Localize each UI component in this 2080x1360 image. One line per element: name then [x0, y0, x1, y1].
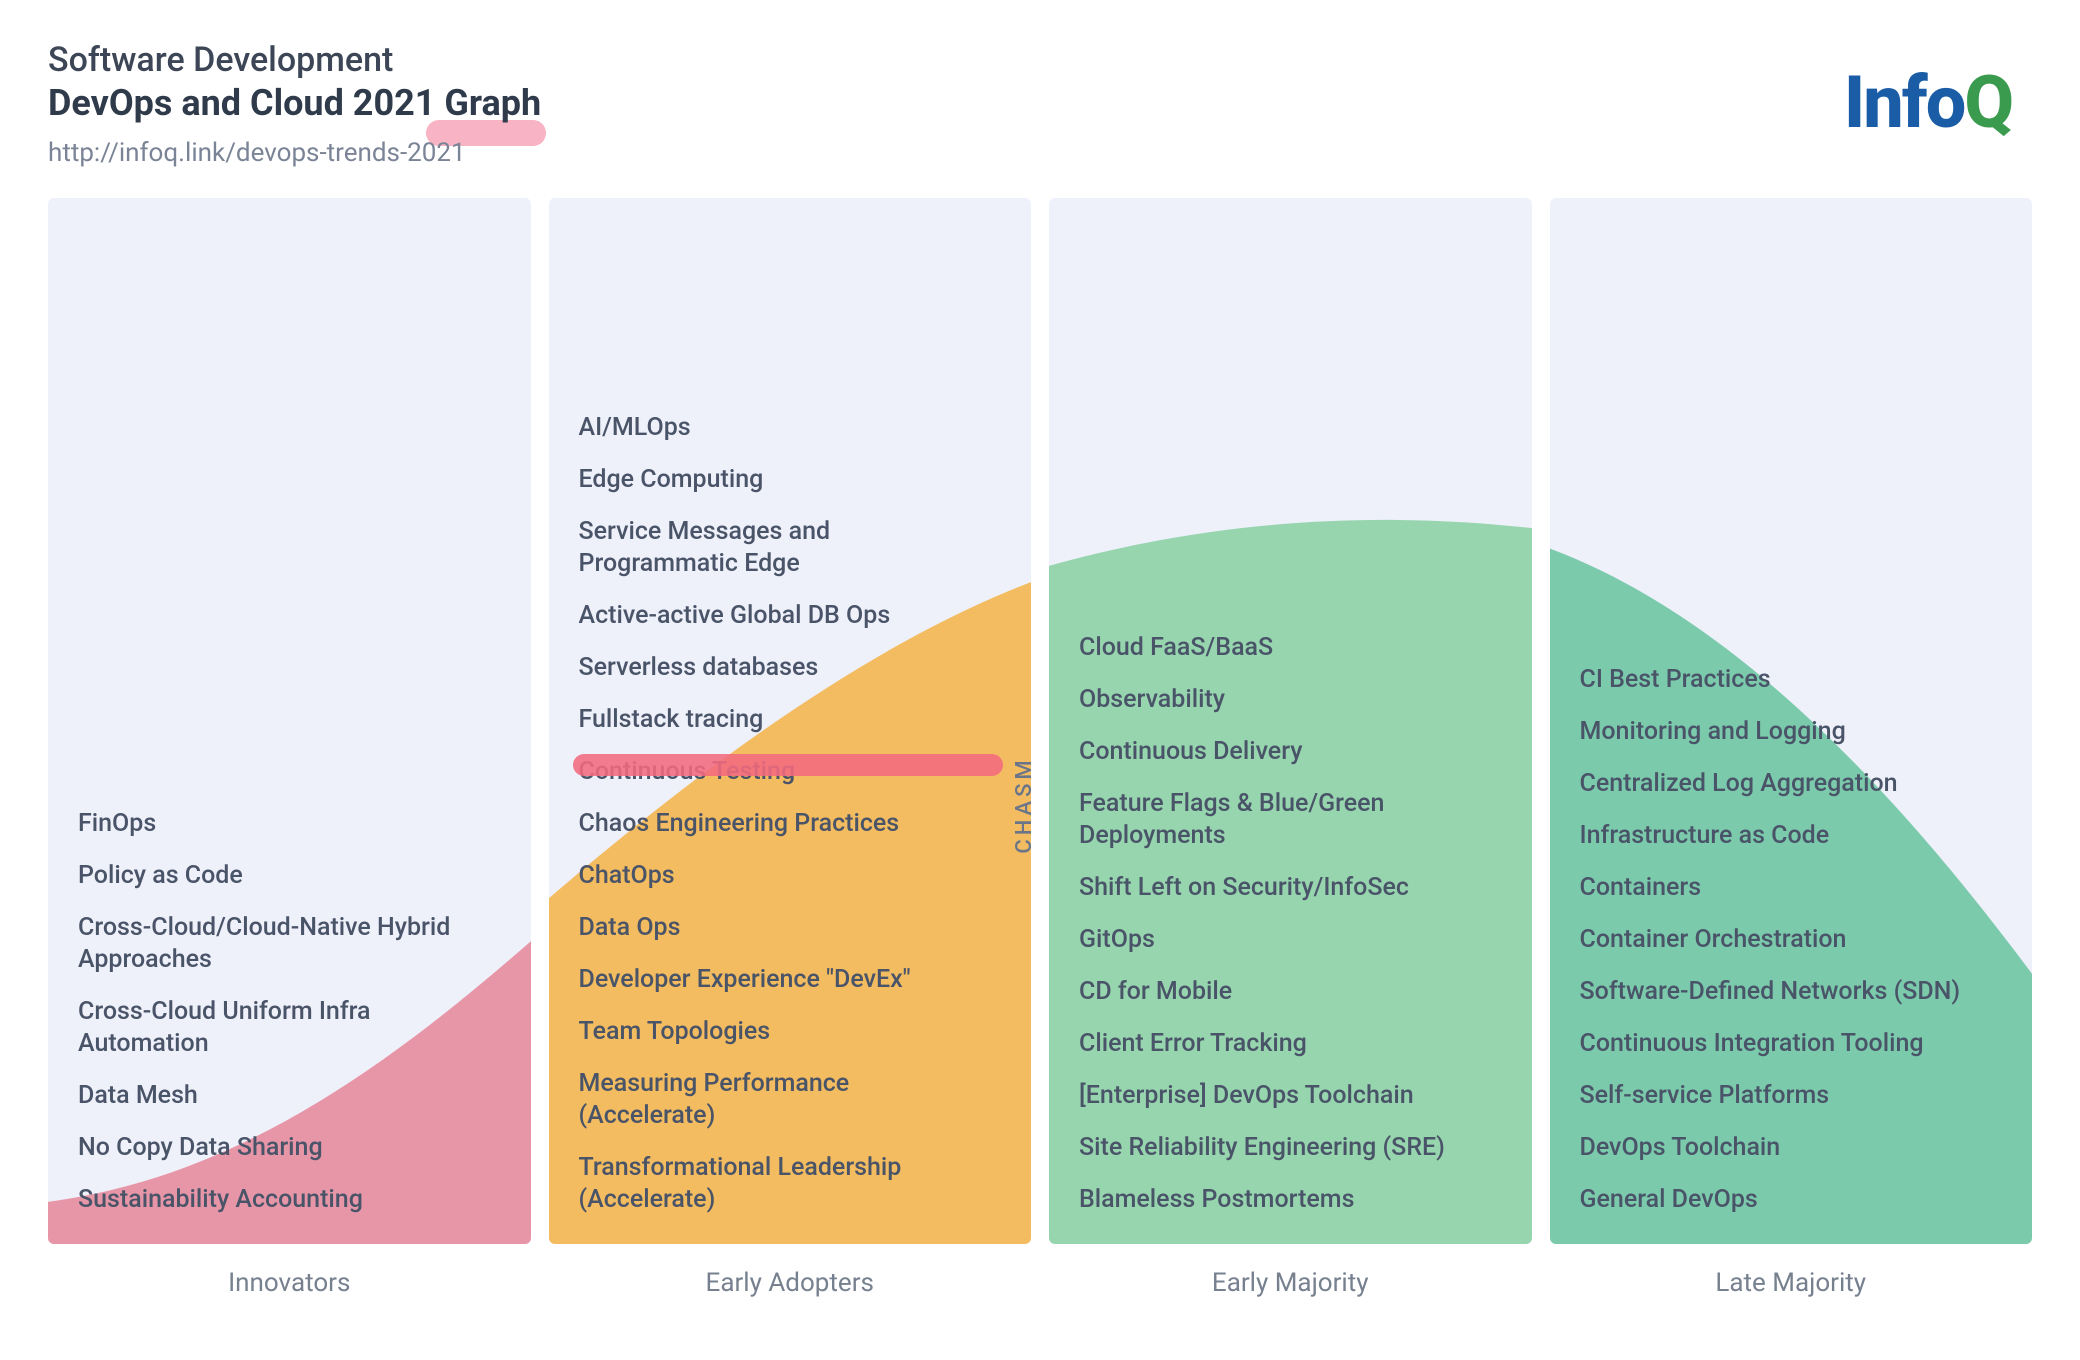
list-item: Policy as Code — [78, 860, 479, 892]
panel: Cloud FaaS/BaaS Observability Continuous D… — [1049, 198, 1532, 1244]
list-item: No Copy Data Sharing — [78, 1132, 479, 1164]
list-item: Blameless Postmortems — [1079, 1184, 1480, 1216]
list-item: Data Ops — [579, 912, 980, 944]
list-item: Observability — [1079, 684, 1480, 716]
list-item: Self-service Platforms — [1580, 1080, 1981, 1112]
item-list: CI Best Practices Monitoring and Logging C… — [1580, 664, 2003, 1216]
panel: AI/MLOps Edge Computing Service Messages a… — [549, 198, 1032, 1244]
list-item: CI Best Practices — [1580, 664, 1981, 696]
adoption-chart: FinOps Policy as Code Cross-Cloud/Cloud-Na… — [48, 198, 2032, 1298]
source-link[interactable]: http://infoq.link/devops-trends-2021 — [48, 138, 541, 168]
list-item: [Enterprise] DevOps Toolchain — [1079, 1080, 1480, 1112]
list-item: Centralized Log Aggregation — [1580, 768, 1981, 800]
infoq-logo: InfoQ — [1844, 60, 2012, 145]
list-item: FinOps — [78, 808, 479, 840]
header-left: Software Development DevOps and Cloud 20… — [48, 40, 541, 168]
column-label: Innovators — [48, 1244, 531, 1298]
column-label: Early Adopters — [549, 1244, 1032, 1298]
list-item: Team Topologies — [579, 1016, 980, 1048]
page-title: DevOps and Cloud 2021 Graph — [48, 82, 541, 124]
item-list: FinOps Policy as Code Cross-Cloud/Cloud-Na… — [78, 808, 501, 1216]
list-item: General DevOps — [1580, 1184, 1981, 1216]
column-early-majority: Cloud FaaS/BaaS Observability Continuous D… — [1049, 198, 1532, 1298]
list-item: Container Orchestration — [1580, 924, 1981, 956]
chasm-label: CHASM — [1012, 756, 1031, 853]
list-item: CD for Mobile — [1079, 976, 1480, 1008]
list-item: Active-active Global DB Ops — [579, 600, 980, 632]
list-item: Site Reliability Engineering (SRE) — [1079, 1132, 1480, 1164]
list-item: Cloud FaaS/BaaS — [1079, 632, 1480, 664]
column-innovators: FinOps Policy as Code Cross-Cloud/Cloud-Na… — [48, 198, 531, 1298]
list-item: Service Messages and Programmatic Edge — [579, 516, 980, 580]
list-item: Chaos Engineering Practices — [579, 808, 980, 840]
list-item: Serverless databases — [579, 652, 980, 684]
list-item: Cross-Cloud/Cloud-Native Hybrid Approach… — [78, 912, 479, 976]
panel: CI Best Practices Monitoring and Logging C… — [1550, 198, 2033, 1244]
list-item: Edge Computing — [579, 464, 980, 496]
list-item: Client Error Tracking — [1079, 1028, 1480, 1060]
list-item: Data Mesh — [78, 1080, 479, 1112]
list-item: ChatOps — [579, 860, 980, 892]
list-item: GitOps — [1079, 924, 1480, 956]
list-item: Measuring Performance (Accelerate) — [579, 1068, 980, 1132]
list-item: Developer Experience "DevEx" — [579, 964, 980, 996]
list-item: Transformational Leadership (Accelerate) — [579, 1152, 980, 1216]
column-label: Early Majority — [1049, 1244, 1532, 1298]
header: Software Development DevOps and Cloud 20… — [48, 40, 2032, 168]
column-early-adopters: AI/MLOps Edge Computing Service Messages a… — [549, 198, 1032, 1298]
column-late-majority: CI Best Practices Monitoring and Logging C… — [1550, 198, 2033, 1298]
panel: FinOps Policy as Code Cross-Cloud/Cloud-Na… — [48, 198, 531, 1244]
list-item: Containers — [1580, 872, 1981, 904]
list-item: Infrastructure as Code — [1580, 820, 1981, 852]
supertitle: Software Development — [48, 40, 541, 80]
logo-text-q: Q — [1964, 60, 2012, 145]
list-item: Fullstack tracing — [579, 704, 980, 736]
list-item: DevOps Toolchain — [1580, 1132, 1981, 1164]
logo-text-info: Info — [1844, 60, 1964, 145]
chaos-underline-annotation — [573, 754, 1003, 776]
column-label: Late Majority — [1550, 1244, 2033, 1298]
list-item: Shift Left on Security/InfoSec — [1079, 872, 1480, 904]
list-item: Sustainability Accounting — [78, 1184, 479, 1216]
list-item: Cross-Cloud Uniform Infra Automation — [78, 996, 479, 1060]
list-item: Software-Defined Networks (SDN) — [1580, 976, 1981, 1008]
list-item: Continuous Integration Tooling — [1580, 1028, 1981, 1060]
list-item: Feature Flags & Blue/Green Deployments — [1079, 788, 1480, 852]
item-list: Cloud FaaS/BaaS Observability Continuous D… — [1079, 632, 1502, 1216]
list-item: AI/MLOps — [579, 412, 980, 444]
list-item: Continuous Delivery — [1079, 736, 1480, 768]
item-list: AI/MLOps Edge Computing Service Messages a… — [579, 412, 1002, 1216]
list-item: Monitoring and Logging — [1580, 716, 1981, 748]
